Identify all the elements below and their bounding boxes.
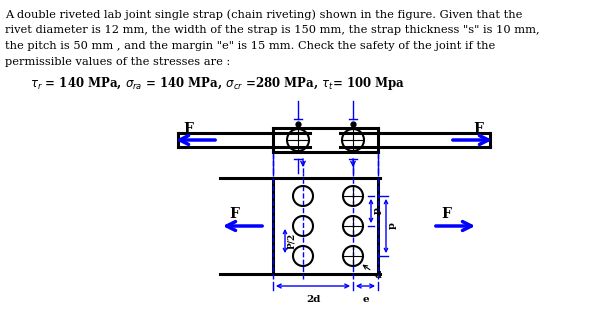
Text: permissible values of the stresses are :: permissible values of the stresses are : [5, 57, 230, 67]
Text: p: p [388, 223, 397, 230]
Text: $\tau_r$ = 140 MPa, $\sigma_{ra}$ = 140 MPa, $\sigma_{cr}$ =280 MPa, $\tau_t$= 1: $\tau_r$ = 140 MPa, $\sigma_{ra}$ = 140 … [30, 75, 405, 92]
Text: p: p [373, 208, 382, 215]
Text: A double riveted lab joint single strap (chain riveting) shown in the figure. Gi: A double riveted lab joint single strap … [5, 9, 522, 20]
Text: d: d [363, 265, 382, 280]
Text: 2d: 2d [306, 295, 320, 304]
Text: F: F [473, 122, 483, 136]
Text: rivet diameter is 12 mm, the width of the strap is 150 mm, the strap thickness ": rivet diameter is 12 mm, the width of th… [5, 25, 540, 35]
Text: P/2: P/2 [287, 233, 296, 249]
Text: F: F [229, 207, 239, 221]
Text: the pitch is 50 mm , and the margin "e" is 15 mm. Check the safety of the joint : the pitch is 50 mm , and the margin "e" … [5, 41, 495, 51]
Text: e: e [362, 295, 369, 304]
Text: F: F [183, 122, 193, 136]
Text: F: F [441, 207, 451, 221]
